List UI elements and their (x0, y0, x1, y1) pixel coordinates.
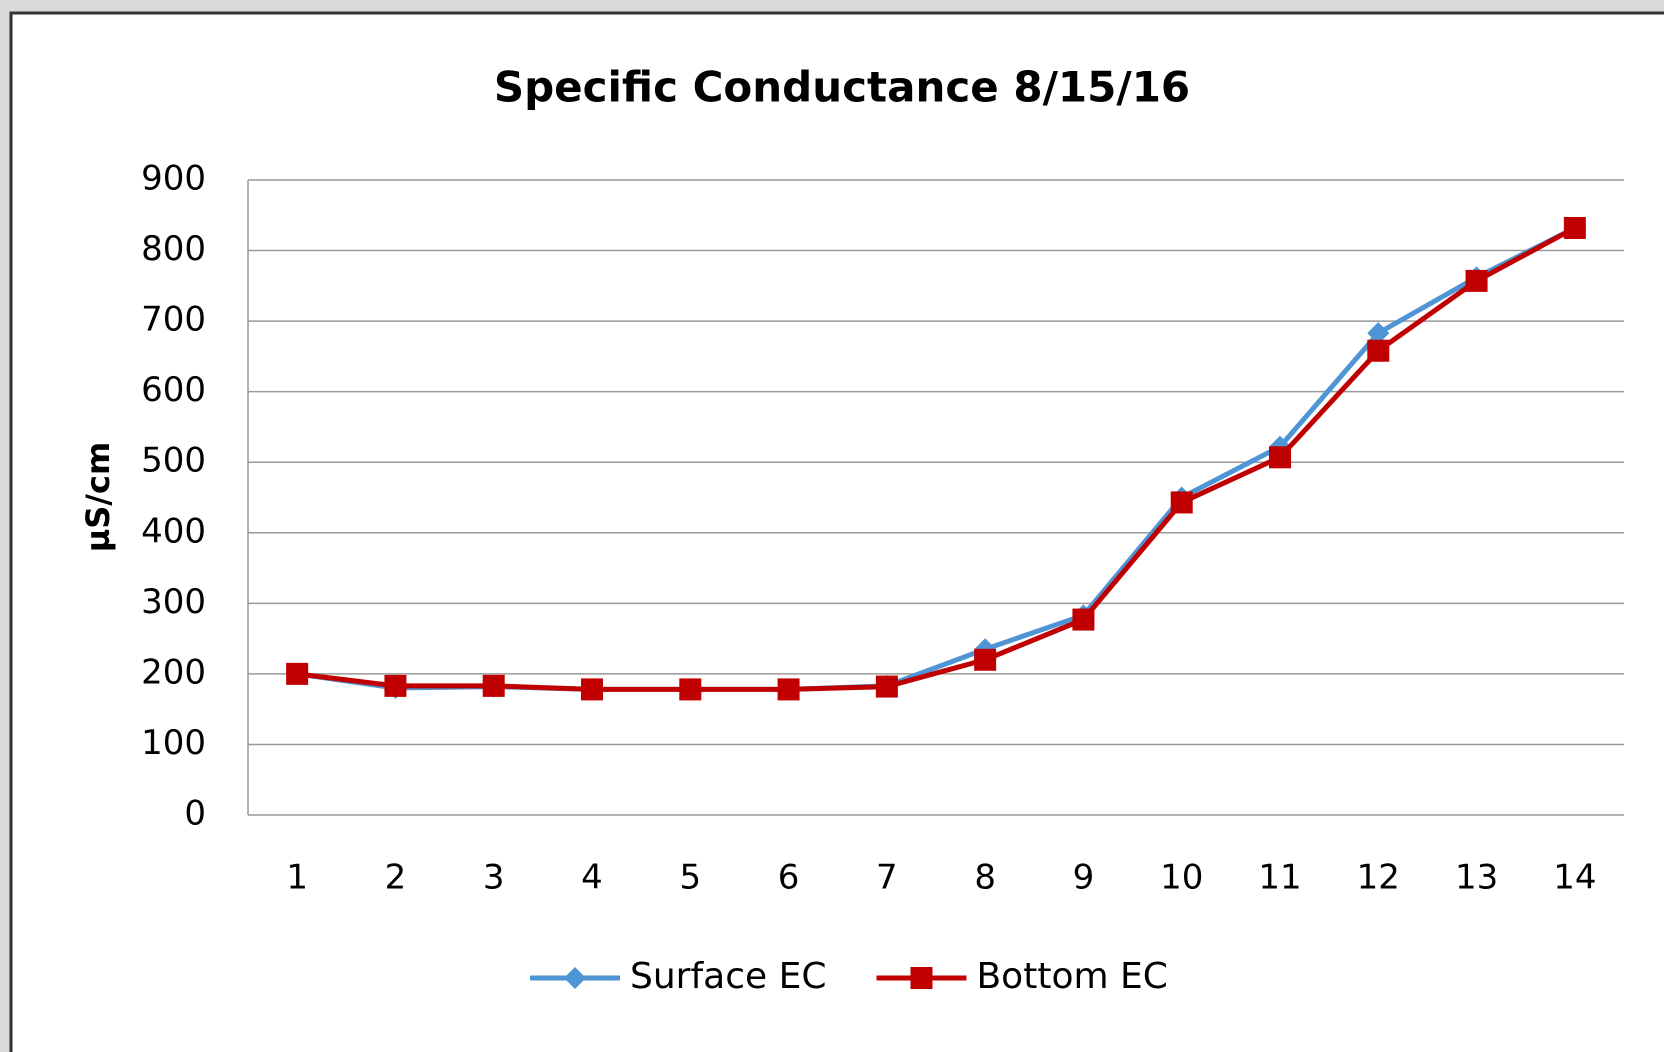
y-tick-label: 200 (141, 652, 206, 692)
y-tick-label: 800 (141, 229, 206, 269)
data-point (384, 674, 407, 697)
legend-marker (910, 967, 933, 989)
x-tick-label: 1 (286, 858, 308, 898)
data-point (974, 648, 997, 671)
x-tick-label: 11 (1258, 858, 1301, 898)
x-tick-label: 4 (581, 858, 603, 898)
y-tick-label: 500 (141, 441, 206, 481)
x-tick-label: 6 (778, 858, 800, 898)
series-line (296, 225, 1577, 692)
x-tick-label: 2 (385, 858, 407, 898)
data-point (777, 678, 800, 701)
x-tick-label: 8 (974, 858, 996, 898)
data-point (1269, 446, 1291, 469)
chart-title: Specific Conductance 8/15/16 (494, 63, 1190, 112)
y-tick-label: 900 (141, 159, 206, 199)
y-tick-label: 0 (184, 794, 206, 834)
y-tick-label: 300 (141, 582, 206, 622)
data-point (875, 675, 898, 698)
x-tick-label: 14 (1553, 858, 1596, 898)
data-point (581, 678, 603, 701)
y-tick-label: 400 (141, 511, 206, 551)
data-point (286, 662, 309, 685)
data-point (1170, 491, 1193, 514)
data-point (482, 674, 505, 697)
x-tick-label: 9 (1073, 858, 1095, 898)
x-tick-label: 3 (483, 858, 505, 898)
x-tick-label: 7 (876, 858, 898, 898)
legend-label: Surface EC (630, 956, 826, 997)
legend-label: Bottom EC (976, 956, 1167, 997)
y-axis-label: µS/cm (79, 442, 117, 553)
data-point (679, 678, 702, 701)
legend-marker (564, 967, 586, 989)
x-tick-label: 13 (1455, 858, 1498, 898)
data-point (1072, 608, 1095, 631)
data-point (1465, 269, 1488, 292)
x-tick-label: 5 (679, 858, 701, 898)
y-tick-label: 100 (141, 723, 206, 763)
data-point (1367, 322, 1390, 345)
data-point (1563, 216, 1586, 239)
x-tick-label: 12 (1357, 858, 1400, 898)
y-tick-label: 700 (141, 300, 206, 340)
data-point (1367, 339, 1390, 362)
y-tick-label: 600 (141, 370, 206, 410)
x-tick-label: 10 (1160, 858, 1203, 898)
